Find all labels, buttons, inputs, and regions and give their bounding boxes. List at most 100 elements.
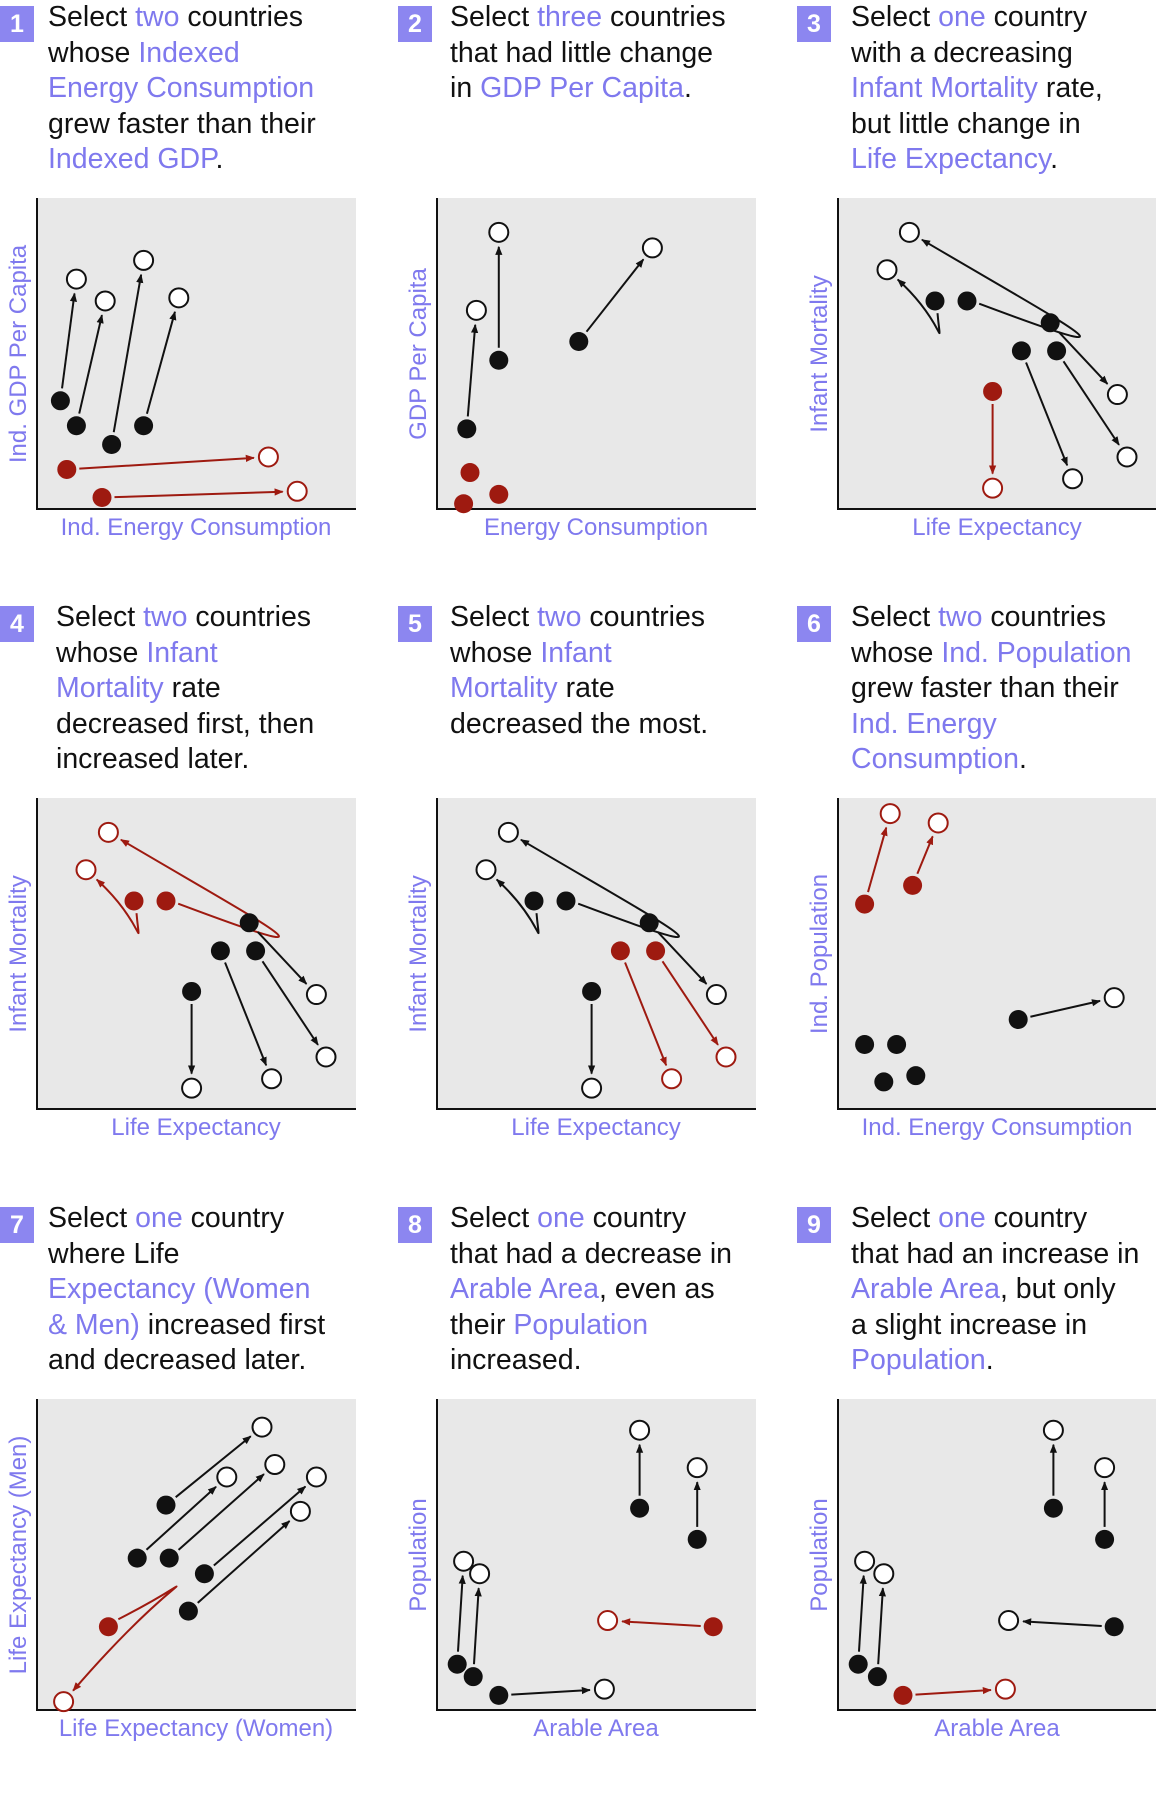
start-point-marker[interactable] xyxy=(489,1685,509,1705)
end-point-marker[interactable] xyxy=(1042,1419,1064,1441)
country-trajectory[interactable] xyxy=(639,913,727,1006)
country-trajectory[interactable] xyxy=(876,259,945,335)
end-point-marker[interactable] xyxy=(597,1610,619,1632)
end-point-marker[interactable] xyxy=(705,984,727,1006)
country-trajectory[interactable] xyxy=(898,221,1081,339)
country-trajectory[interactable] xyxy=(102,249,155,454)
highlighted-country-trajectory[interactable] xyxy=(646,941,737,1068)
end-point-marker[interactable] xyxy=(475,859,497,881)
country-trajectory[interactable] xyxy=(1042,1419,1064,1518)
start-point-marker[interactable] xyxy=(903,875,923,895)
start-point-marker[interactable] xyxy=(630,1498,650,1518)
country-trajectory[interactable] xyxy=(581,981,603,1099)
start-point-marker[interactable] xyxy=(610,941,630,961)
start-point-marker[interactable] xyxy=(1047,341,1067,361)
country-trajectory[interactable] xyxy=(855,1034,875,1054)
end-point-marker[interactable] xyxy=(305,984,327,1006)
highlighted-country-trajectory[interactable] xyxy=(454,494,474,514)
country-trajectory[interactable] xyxy=(239,913,327,1006)
start-point-marker[interactable] xyxy=(646,941,666,961)
start-point-marker[interactable] xyxy=(703,1617,723,1637)
end-point-marker[interactable] xyxy=(469,1563,491,1585)
country-trajectory[interactable] xyxy=(1011,341,1084,490)
end-point-marker[interactable] xyxy=(715,1046,737,1068)
start-point-marker[interactable] xyxy=(50,391,70,411)
start-point-marker[interactable] xyxy=(489,484,509,504)
start-point-marker[interactable] xyxy=(582,981,602,1001)
country-trajectory[interactable] xyxy=(686,1457,708,1549)
end-point-marker[interactable] xyxy=(982,477,1004,499)
end-point-marker[interactable] xyxy=(1062,468,1084,490)
start-point-marker[interactable] xyxy=(848,1654,868,1674)
country-trajectory[interactable] xyxy=(1094,1457,1116,1549)
highlighted-country-trajectory[interactable] xyxy=(97,821,280,939)
start-point-marker[interactable] xyxy=(893,1685,913,1705)
end-point-marker[interactable] xyxy=(261,1068,283,1090)
country-trajectory[interactable] xyxy=(246,941,337,1068)
start-point-marker[interactable] xyxy=(159,1548,179,1568)
end-point-marker[interactable] xyxy=(133,249,155,271)
end-point-marker[interactable] xyxy=(661,1068,683,1090)
country-trajectory[interactable] xyxy=(178,1500,311,1621)
start-point-marker[interactable] xyxy=(194,1564,214,1584)
start-point-marker[interactable] xyxy=(887,1034,907,1054)
country-trajectory[interactable] xyxy=(475,859,544,935)
end-point-marker[interactable] xyxy=(257,446,279,468)
start-point-marker[interactable] xyxy=(524,891,544,911)
country-trajectory[interactable] xyxy=(181,981,203,1099)
country-trajectory[interactable] xyxy=(1047,341,1138,468)
start-point-marker[interactable] xyxy=(460,463,480,483)
country-trajectory[interactable] xyxy=(488,221,510,370)
start-point-marker[interactable] xyxy=(463,1667,483,1687)
country-trajectory[interactable] xyxy=(998,1610,1124,1637)
end-point-marker[interactable] xyxy=(264,1454,286,1476)
start-point-marker[interactable] xyxy=(156,891,176,911)
start-point-marker[interactable] xyxy=(489,350,509,370)
highlighted-country-trajectory[interactable] xyxy=(982,381,1004,499)
country-trajectory[interactable] xyxy=(447,1550,475,1674)
start-point-marker[interactable] xyxy=(874,1072,894,1092)
highlighted-country-trajectory[interactable] xyxy=(855,803,901,914)
end-point-marker[interactable] xyxy=(497,821,519,843)
start-point-marker[interactable] xyxy=(239,913,259,933)
end-point-marker[interactable] xyxy=(453,1550,475,1572)
start-point-marker[interactable] xyxy=(102,434,122,454)
start-point-marker[interactable] xyxy=(447,1654,467,1674)
country-trajectory[interactable] xyxy=(489,1678,615,1705)
end-point-marker[interactable] xyxy=(216,1466,238,1488)
country-trajectory[interactable] xyxy=(457,299,487,439)
end-point-marker[interactable] xyxy=(315,1046,337,1068)
highlighted-country-trajectory[interactable] xyxy=(903,812,949,895)
end-point-marker[interactable] xyxy=(305,1466,327,1488)
country-trajectory[interactable] xyxy=(629,1419,651,1518)
end-point-marker[interactable] xyxy=(898,221,920,243)
end-point-marker[interactable] xyxy=(94,290,116,312)
end-point-marker[interactable] xyxy=(873,1563,895,1585)
country-trajectory[interactable] xyxy=(848,1550,876,1674)
end-point-marker[interactable] xyxy=(97,821,119,843)
start-point-marker[interactable] xyxy=(925,291,945,311)
start-point-marker[interactable] xyxy=(457,419,477,439)
start-point-marker[interactable] xyxy=(1011,341,1031,361)
start-point-marker[interactable] xyxy=(867,1667,887,1687)
highlighted-country-trajectory[interactable] xyxy=(597,1610,723,1637)
end-point-marker[interactable] xyxy=(465,299,487,321)
country-trajectory[interactable] xyxy=(874,1072,894,1092)
end-point-marker[interactable] xyxy=(593,1678,615,1700)
start-point-marker[interactable] xyxy=(1008,1010,1028,1030)
end-point-marker[interactable] xyxy=(75,859,97,881)
start-point-marker[interactable] xyxy=(906,1066,926,1086)
country-trajectory[interactable] xyxy=(194,1466,327,1584)
start-point-marker[interactable] xyxy=(569,332,589,352)
start-point-marker[interactable] xyxy=(1095,1529,1115,1549)
end-point-marker[interactable] xyxy=(854,1550,876,1572)
end-point-marker[interactable] xyxy=(686,1457,708,1479)
end-point-marker[interactable] xyxy=(994,1678,1016,1700)
country-trajectory[interactable] xyxy=(569,237,663,352)
start-point-marker[interactable] xyxy=(178,1601,198,1621)
start-point-marker[interactable] xyxy=(639,913,659,933)
highlighted-country-trajectory[interactable] xyxy=(489,484,509,504)
end-point-marker[interactable] xyxy=(1094,1457,1116,1479)
start-point-marker[interactable] xyxy=(124,891,144,911)
country-trajectory[interactable] xyxy=(127,1466,238,1568)
